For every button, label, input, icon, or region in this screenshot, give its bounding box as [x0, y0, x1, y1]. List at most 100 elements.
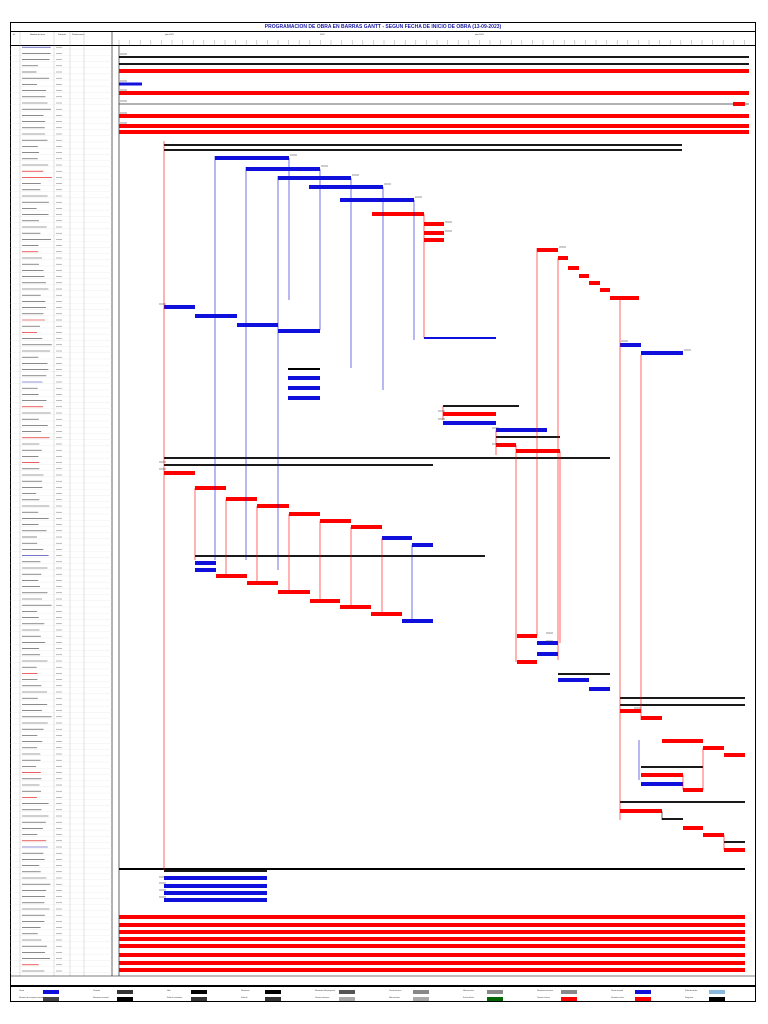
task-bar	[443, 412, 496, 416]
task-bar	[216, 574, 247, 578]
legend-label: Hito inactivo	[463, 990, 474, 992]
task-bar	[496, 443, 516, 447]
legend-label: Solo fin	[241, 997, 248, 999]
task-bar	[724, 848, 745, 852]
task-bar	[620, 809, 662, 813]
legend-swatch	[191, 990, 207, 994]
summary-bar	[662, 818, 683, 820]
summary-bar	[119, 63, 749, 65]
task-bar	[246, 167, 320, 171]
task-bar	[703, 746, 724, 750]
task-bar	[119, 915, 745, 919]
task-bar	[620, 709, 641, 713]
legend-swatch	[487, 997, 503, 1001]
task-bar	[351, 525, 382, 529]
legend-swatch	[43, 997, 59, 1001]
legend-label: División	[93, 990, 100, 992]
summary-bar	[195, 555, 485, 557]
task-bar	[589, 687, 610, 691]
task-bar	[537, 248, 558, 252]
task-bar	[683, 826, 703, 830]
summary-bar	[724, 841, 745, 843]
task-bar	[443, 421, 496, 425]
legend-swatch	[117, 990, 133, 994]
legend-label: Resumen del proyecto	[315, 990, 335, 992]
task-bar	[733, 102, 745, 106]
task-bar	[683, 788, 703, 792]
legend-swatch	[265, 990, 281, 994]
legend-swatch	[561, 997, 577, 1001]
summary-bar	[119, 56, 749, 58]
legend-swatch	[413, 997, 429, 1001]
task-bar	[164, 876, 267, 880]
task-bar	[558, 256, 568, 260]
task-bar	[537, 641, 558, 645]
task-bar	[119, 114, 749, 118]
legend-swatch	[265, 997, 281, 1001]
legend-swatch	[709, 997, 725, 1001]
task-bar	[288, 376, 320, 380]
task-bar	[195, 314, 237, 318]
legend-swatch	[339, 997, 355, 1001]
task-bar	[371, 612, 402, 616]
legend-label: Tarea	[19, 990, 24, 992]
summary-bar	[119, 104, 749, 105]
summary-bar	[496, 436, 560, 438]
legend-label: Tareas externas	[315, 997, 329, 999]
task-bar	[382, 536, 412, 540]
task-bar	[424, 231, 444, 235]
task-bar	[119, 953, 745, 957]
task-bar	[641, 782, 683, 786]
task-bar	[278, 590, 310, 594]
task-bar	[119, 130, 749, 134]
legend-swatch	[413, 990, 429, 994]
task-bar	[278, 329, 320, 333]
task-bar	[237, 323, 278, 327]
task-bar	[119, 937, 745, 941]
task-bar	[641, 351, 683, 355]
legend-label: Tarea manual	[611, 990, 623, 992]
task-bar	[195, 561, 216, 565]
task-bar	[641, 773, 683, 777]
task-bar	[164, 305, 195, 309]
task-bar	[119, 961, 745, 965]
summary-bar	[164, 870, 267, 872]
task-bar	[372, 212, 424, 216]
task-bar	[119, 69, 749, 73]
summary-bar	[424, 337, 496, 339]
task-bar	[164, 884, 267, 888]
task-bar	[215, 156, 289, 160]
task-bar	[568, 266, 579, 270]
summary-bar	[164, 464, 433, 466]
legend-label: División crítica	[611, 997, 624, 999]
legend-swatch	[487, 990, 503, 994]
legend-swatch	[561, 990, 577, 994]
legend-label: Hito externo	[389, 997, 400, 999]
task-bar	[320, 519, 351, 523]
task-bar	[610, 296, 639, 300]
legend-label: Fecha límite	[463, 997, 474, 999]
task-bar	[288, 386, 320, 390]
task-bar	[119, 83, 142, 86]
legend-swatch	[339, 990, 355, 994]
legend-label: Resumen manual	[93, 997, 109, 999]
legend-swatch	[709, 990, 725, 994]
task-bar	[164, 898, 267, 902]
task-bar	[119, 91, 749, 95]
task-bar	[195, 486, 226, 490]
legend-label: Tarea inactiva	[389, 990, 401, 992]
summary-bar	[164, 457, 610, 459]
summary-bar	[164, 149, 682, 151]
legend-label: Solo el comienzo	[167, 997, 182, 999]
task-bar	[517, 634, 537, 638]
summary-bar	[641, 766, 703, 768]
task-bar	[288, 396, 320, 400]
summary-bar	[558, 673, 610, 675]
task-bar	[517, 660, 537, 664]
task-bar	[537, 652, 558, 656]
legend-swatch	[117, 997, 133, 1001]
task-bar	[402, 619, 433, 623]
task-bar	[424, 222, 444, 226]
summary-bar	[288, 368, 320, 370]
